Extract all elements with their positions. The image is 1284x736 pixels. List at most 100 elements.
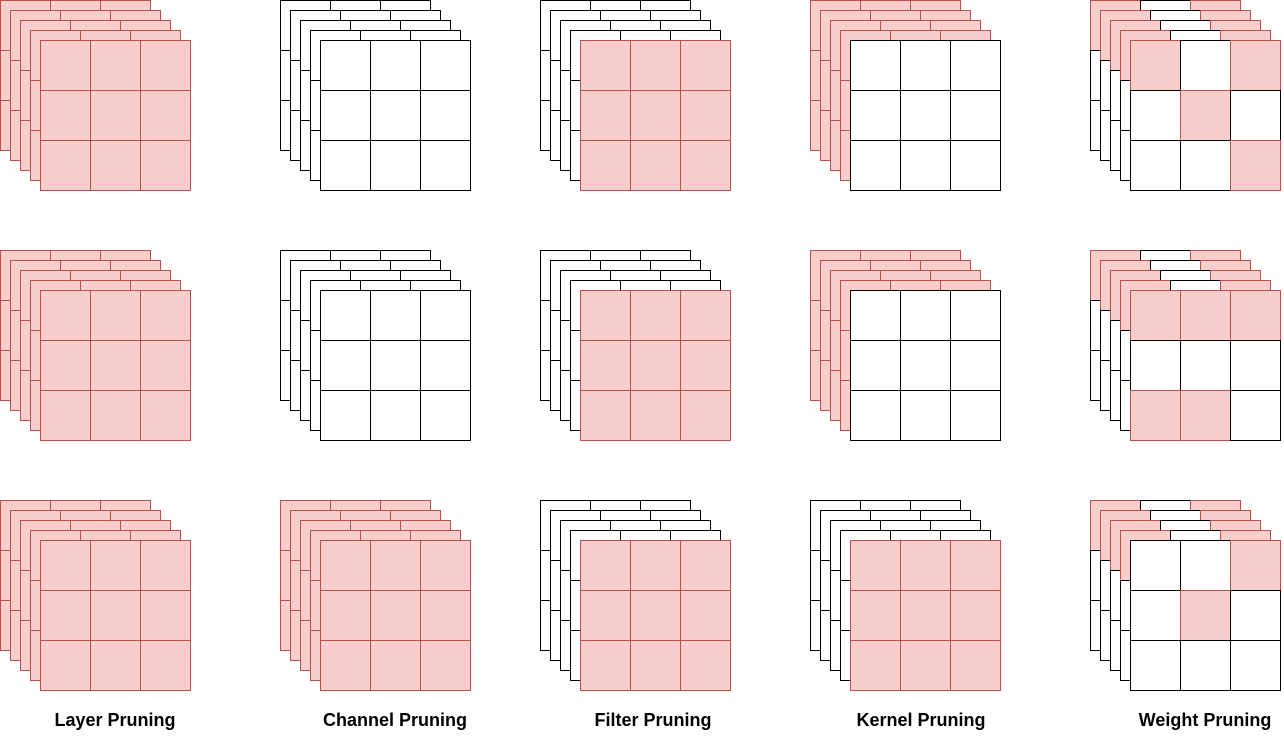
kept-weight-cell <box>370 40 421 91</box>
kept-weight-cell <box>1130 90 1181 141</box>
kept-weight-cell <box>950 40 1001 91</box>
kept-weight-cell <box>1130 590 1181 641</box>
front-kernel-layer <box>850 540 1001 691</box>
pruned-weight-cell <box>140 90 191 141</box>
kept-weight-cell <box>370 390 421 441</box>
pruned-weight-cell <box>320 540 371 591</box>
pruned-weight-cell <box>140 290 191 341</box>
tensor-stack <box>540 500 731 691</box>
pruned-weight-cell <box>580 640 631 691</box>
pruned-weight-cell <box>40 640 91 691</box>
pruning-type-label: Layer Pruning <box>54 710 175 730</box>
pruned-weight-cell <box>140 390 191 441</box>
kept-weight-cell <box>420 140 471 191</box>
pruned-weight-cell <box>140 640 191 691</box>
kept-weight-cell <box>370 140 421 191</box>
kept-weight-cell <box>900 90 951 141</box>
tensor-stack <box>0 0 191 191</box>
kept-weight-cell <box>1230 640 1281 691</box>
pruned-weight-cell <box>1180 290 1231 341</box>
pruned-weight-cell <box>320 640 371 691</box>
pruned-weight-cell <box>90 390 141 441</box>
pruned-weight-cell <box>40 290 91 341</box>
pruned-weight-cell <box>140 590 191 641</box>
front-kernel-layer <box>40 290 191 441</box>
pruning-column-4: Kernel Pruning <box>810 0 1001 730</box>
pruned-weight-cell <box>370 540 421 591</box>
kept-weight-cell <box>950 390 1001 441</box>
pruned-weight-cell <box>950 640 1001 691</box>
front-kernel-layer <box>580 290 731 441</box>
pruned-weight-cell <box>1230 290 1281 341</box>
pruned-weight-cell <box>90 40 141 91</box>
kept-weight-cell <box>1180 40 1231 91</box>
front-kernel-layer <box>1130 290 1281 441</box>
kept-weight-cell <box>950 340 1001 391</box>
pruned-weight-cell <box>630 590 681 641</box>
front-kernel-layer <box>850 290 1001 441</box>
kept-weight-cell <box>1130 540 1181 591</box>
kept-weight-cell <box>420 340 471 391</box>
kept-weight-cell <box>850 340 901 391</box>
pruned-weight-cell <box>90 640 141 691</box>
pruned-weight-cell <box>1230 540 1281 591</box>
pruned-weight-cell <box>40 340 91 391</box>
kept-weight-cell <box>850 140 901 191</box>
kept-weight-cell <box>1180 340 1231 391</box>
pruned-weight-cell <box>140 540 191 591</box>
pruned-weight-cell <box>680 140 731 191</box>
kept-weight-cell <box>950 290 1001 341</box>
pruned-weight-cell <box>320 590 371 641</box>
kept-weight-cell <box>950 90 1001 141</box>
tensor-stack <box>280 0 471 191</box>
kept-weight-cell <box>1230 90 1281 141</box>
pruned-weight-cell <box>680 390 731 441</box>
pruned-weight-cell <box>950 590 1001 641</box>
tensor-stack <box>0 500 191 691</box>
pruned-weight-cell <box>680 290 731 341</box>
kept-weight-cell <box>370 290 421 341</box>
pruned-weight-cell <box>1230 40 1281 91</box>
pruned-weight-cell <box>140 340 191 391</box>
pruned-weight-cell <box>580 140 631 191</box>
pruned-weight-cell <box>1130 290 1181 341</box>
pruned-weight-cell <box>630 40 681 91</box>
pruned-weight-cell <box>40 140 91 191</box>
tensor-stack <box>1090 250 1281 441</box>
kept-weight-cell <box>1230 590 1281 641</box>
pruned-weight-cell <box>90 140 141 191</box>
pruned-weight-cell <box>630 140 681 191</box>
pruned-weight-cell <box>680 340 731 391</box>
kept-weight-cell <box>320 40 371 91</box>
pruned-weight-cell <box>90 340 141 391</box>
kept-weight-cell <box>1180 540 1231 591</box>
pruning-type-label: Kernel Pruning <box>856 710 985 730</box>
pruned-weight-cell <box>630 540 681 591</box>
pruned-weight-cell <box>1180 390 1231 441</box>
pruned-weight-cell <box>370 590 421 641</box>
front-kernel-layer <box>40 540 191 691</box>
pruned-weight-cell <box>630 390 681 441</box>
kept-weight-cell <box>320 290 371 341</box>
pruned-weight-cell <box>420 640 471 691</box>
kept-weight-cell <box>420 290 471 341</box>
front-kernel-layer <box>1130 540 1281 691</box>
pruned-weight-cell <box>90 540 141 591</box>
kept-weight-cell <box>1180 640 1231 691</box>
pruned-weight-cell <box>580 90 631 141</box>
kept-weight-cell <box>900 340 951 391</box>
kept-weight-cell <box>1130 340 1181 391</box>
tensor-stack <box>280 500 471 691</box>
front-kernel-layer <box>580 540 731 691</box>
tensor-stack <box>280 250 471 441</box>
pruned-weight-cell <box>40 540 91 591</box>
kept-weight-cell <box>850 390 901 441</box>
pruned-weight-cell <box>40 40 91 91</box>
pruned-weight-cell <box>580 340 631 391</box>
front-kernel-layer <box>320 540 471 691</box>
kept-weight-cell <box>850 40 901 91</box>
pruned-weight-cell <box>850 640 901 691</box>
kept-weight-cell <box>900 40 951 91</box>
pruned-weight-cell <box>1180 90 1231 141</box>
